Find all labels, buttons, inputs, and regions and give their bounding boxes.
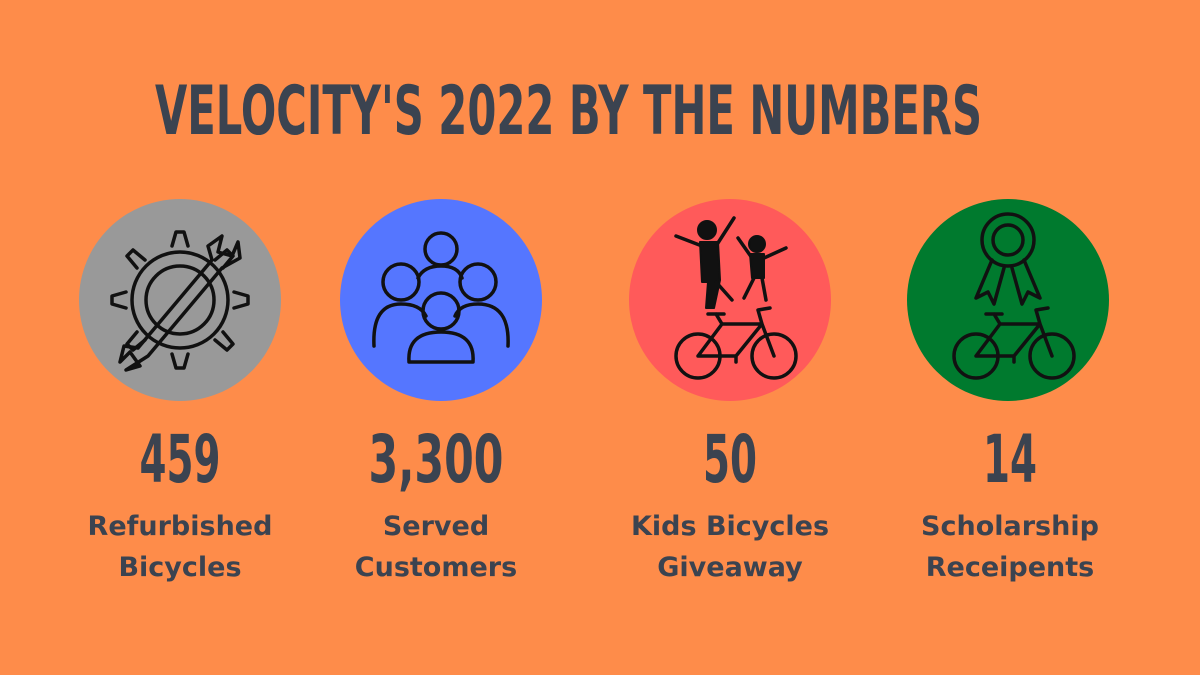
ribbon bbox=[974, 212, 1042, 306]
stat-label: Customers bbox=[355, 552, 517, 583]
icon-circle bbox=[340, 199, 542, 401]
people bbox=[372, 231, 510, 364]
icon-customers bbox=[340, 199, 542, 401]
stat-label: Bicycles bbox=[118, 552, 241, 583]
stat-value: 50 bbox=[703, 421, 757, 498]
icon-kids bbox=[629, 199, 831, 401]
title: VELOCITY'S 2022 BY THE NUMBERS bbox=[155, 72, 982, 151]
icon-scholarship bbox=[907, 199, 1109, 401]
kids bbox=[674, 216, 788, 309]
stat-value: 14 bbox=[983, 421, 1037, 498]
stat-label: Receipents bbox=[926, 552, 1095, 583]
gear bbox=[130, 250, 230, 350]
stat-label: Scholarship bbox=[921, 511, 1099, 542]
icon-circle bbox=[907, 199, 1109, 401]
stat-label: Kids Bicycles bbox=[631, 511, 829, 542]
icon-refurbish bbox=[79, 199, 281, 401]
stat-label: Giveaway bbox=[657, 552, 803, 583]
stat-value: 3,300 bbox=[369, 421, 504, 498]
wrench bbox=[118, 234, 242, 372]
stat-label: Served bbox=[383, 511, 489, 542]
gear-inner bbox=[144, 264, 216, 336]
stat-value: 459 bbox=[140, 421, 221, 498]
stat-label: Refurbished bbox=[88, 511, 273, 542]
